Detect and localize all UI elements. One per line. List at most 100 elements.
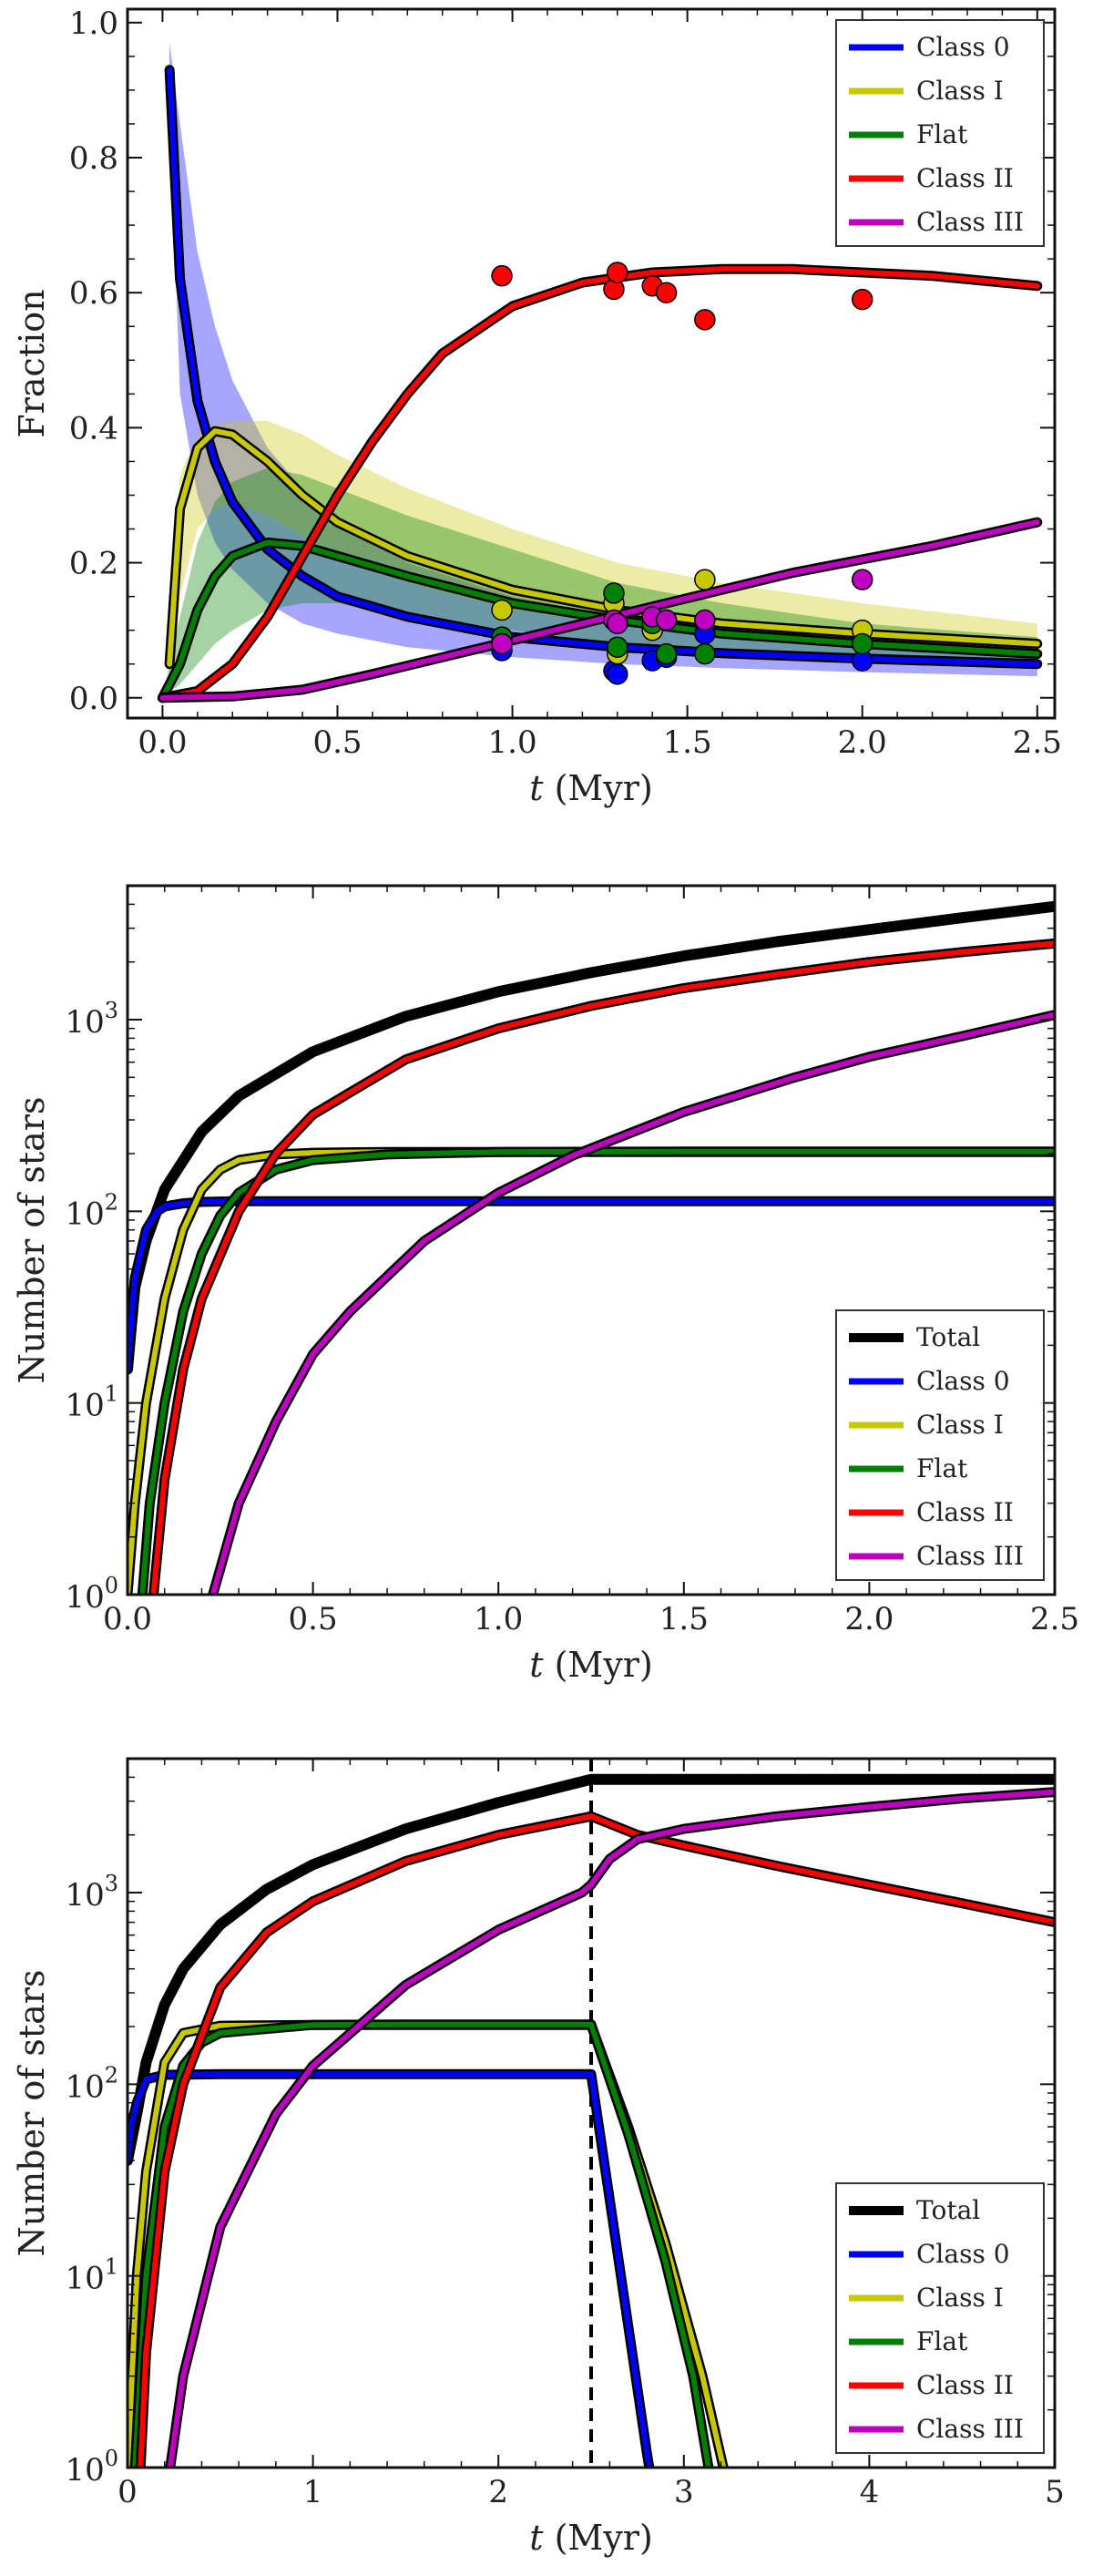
xtick-label: 3 (674, 2474, 694, 2510)
xtick-label: 0.5 (312, 724, 362, 761)
series-line-class-ii (138, 1813, 1055, 2468)
obs-point-class-i (694, 569, 716, 590)
obs-point-class-ii (851, 288, 873, 311)
panel-fraction: 0.0 0.5 1.0 1.5 2.0 2.5 0.0 0.2 0.4 0.6 0.8 1.0 Fra… (12, 5, 1062, 808)
legend-label-class-i: Class I (916, 1410, 1004, 1440)
series-line-class-iii (159, 519, 1040, 701)
panel3-legend-box (835, 2182, 1045, 2454)
legend-label-class-i: Class I (916, 2283, 1004, 2313)
ytick-label: 0.2 (69, 546, 118, 582)
panel2-xlabel-t: t (529, 1645, 544, 1685)
obs-point-flat (851, 632, 873, 655)
obs-point-class-iii (694, 609, 716, 631)
panel-counts: 0.0 0.5 1.0 1.5 2.0 2.5 100 101 102 103 Number of… (12, 884, 1079, 1685)
legend-label-class-iii: Class III (916, 2414, 1024, 2444)
legend-label-class-0: Class 0 (916, 2239, 1010, 2269)
series-line-class-0 (128, 1198, 1055, 1372)
legend-label-class-iii: Class III (916, 1541, 1024, 1571)
xtick-label: 2.0 (844, 1601, 894, 1637)
panel3-frame (126, 1757, 1057, 2469)
xtick-label: 1.0 (488, 724, 537, 761)
series-line-class-ii (159, 266, 1040, 701)
xtick-label: 1 (303, 2474, 323, 2510)
ytick-label: 101 (65, 1381, 118, 1424)
panel1-xlabel-t: t (529, 768, 544, 808)
series-line-class-iii (167, 1789, 1055, 2468)
panel3-xlabel-unit: (Myr) (544, 2518, 653, 2558)
obs-point-flat (694, 642, 716, 665)
xtick-label: 2.0 (838, 724, 887, 761)
obs-point-class-i (491, 599, 513, 621)
panel3-legend: Total Class 0 Class I Flat Class II Class III (835, 2182, 1045, 2454)
obs-point-class-0 (607, 663, 628, 685)
panel2-legend-box (835, 1309, 1045, 1581)
xtick-label: 0.0 (138, 724, 187, 761)
panel1-frame (126, 7, 1057, 720)
legend-label-total: Total (916, 2195, 980, 2225)
panel3-xlabel: t (Myr) (529, 2518, 653, 2558)
ytick-label: 101 (65, 2254, 118, 2297)
panel2-data (128, 900, 1055, 1595)
xtick-label: 0 (117, 2474, 138, 2510)
legend-label-class-ii: Class II (916, 163, 1014, 193)
legend-label-flat: Flat (916, 2326, 968, 2356)
obs-point-class-ii (694, 309, 716, 331)
obs-point-class-ii (491, 264, 513, 287)
ytick-label: 100 (65, 2446, 118, 2489)
ytick-label: 103 (65, 1871, 118, 1914)
panel2-xlabel-unit: (Myr) (544, 1645, 653, 1685)
ytick-label: 100 (65, 1573, 118, 1616)
panel2-ticks: 0.0 0.5 1.0 1.5 2.0 2.5 100 101 102 103 (65, 885, 1079, 1637)
xtick-label: 2.5 (1030, 1601, 1079, 1637)
panel2-legend: Total Class 0 Class I Flat Class II Class III (835, 1309, 1045, 1581)
panel2-ylabel: Number of stars (12, 1097, 52, 1384)
series-outline-total (128, 1773, 1055, 2166)
panel3-ticks: 0 1 2 3 4 5 100 101 102 103 (65, 1758, 1065, 2510)
xtick-label: 1.5 (663, 724, 712, 761)
obs-point-class-iii (491, 632, 513, 655)
legend-label-class-0: Class 0 (916, 1366, 1010, 1396)
ytick-label: 1.0 (69, 5, 118, 42)
ytick-label: 103 (65, 998, 118, 1041)
ytick-label: 0.6 (69, 275, 118, 312)
legend-label-class-ii: Class II (916, 2370, 1014, 2400)
legend-label-class-0: Class 0 (916, 32, 1010, 62)
panel1-legend: Class 0 Class I Flat Class II Class III (835, 19, 1045, 247)
legend-label-flat: Flat (916, 119, 968, 149)
panel3-xlabel-t: t (529, 2518, 544, 2558)
panel1-data (157, 43, 1043, 703)
panel-counts-extended: 0 1 2 3 4 5 100 101 102 103 Number of stars t (My… (12, 1757, 1065, 2558)
legend-label-class-i: Class I (916, 76, 1004, 106)
obs-point-class-ii (607, 262, 628, 283)
ytick-label: 0.0 (69, 681, 118, 717)
series-line-flat (132, 2021, 711, 2468)
panel1-xlabel-unit: (Myr) (544, 768, 653, 808)
ytick-label: 0.4 (69, 410, 118, 446)
ytick-label: 102 (65, 1189, 118, 1232)
xtick-label: 1.0 (474, 1601, 523, 1637)
legend-label-flat: Flat (916, 1453, 968, 1483)
legend-label-class-ii: Class II (916, 1497, 1014, 1527)
panel3-data (128, 1759, 1055, 2468)
xtick-label: 4 (860, 2474, 880, 2510)
ytick-label: 0.8 (69, 140, 118, 177)
series-line-class-iii (209, 1011, 1055, 1595)
obs-point-flat (603, 582, 625, 604)
obs-point-flat (655, 642, 678, 665)
panel2-frame (126, 884, 1057, 1596)
legend-label-class-iii: Class III (916, 207, 1024, 237)
panel3-ylabel: Number of stars (12, 1970, 52, 2257)
xtick-label: 2 (488, 2474, 508, 2510)
xtick-label: 0.0 (103, 1601, 152, 1637)
series-outline-flat (129, 2019, 714, 2468)
series-line-class-0 (128, 2071, 652, 2468)
xtick-label: 1.5 (659, 1601, 709, 1637)
xtick-label: 5 (1045, 2474, 1065, 2510)
ytick-label: 102 (65, 2062, 118, 2105)
obs-point-class-ii (655, 282, 678, 303)
panel2-xlabel: t (Myr) (529, 1645, 653, 1685)
obs-point-flat (607, 636, 628, 658)
series-outline-total (128, 900, 1055, 1375)
obs-point-class-iii (607, 612, 628, 635)
series-line-class-ii (150, 940, 1055, 1595)
